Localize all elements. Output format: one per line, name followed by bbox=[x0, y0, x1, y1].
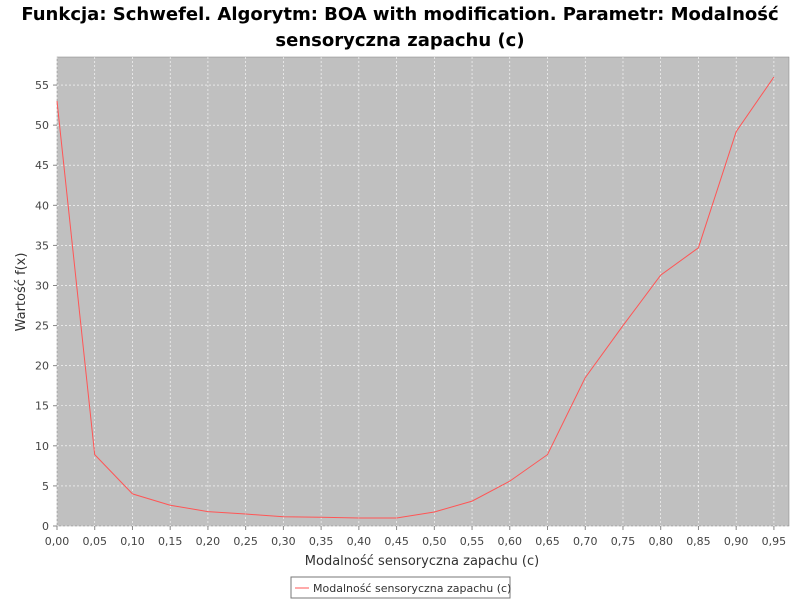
x-tick-label: 0,00 bbox=[45, 535, 70, 548]
x-tick-label: 0,70 bbox=[573, 535, 598, 548]
grid-lines bbox=[56, 57, 789, 527]
x-tick-label: 0,10 bbox=[120, 535, 145, 548]
y-axis-label: Wartość f(x) bbox=[14, 253, 29, 332]
series-line bbox=[56, 76, 775, 519]
y-tick-label: 10 bbox=[35, 440, 49, 453]
x-tick-label: 0,75 bbox=[611, 535, 636, 548]
x-tick-label: 0,40 bbox=[347, 535, 372, 548]
series-group bbox=[56, 76, 775, 519]
y-tick-label: 40 bbox=[35, 199, 49, 212]
x-tick-label: 0,55 bbox=[460, 535, 485, 548]
x-tick-label: 0,60 bbox=[498, 535, 523, 548]
y-tick-label: 25 bbox=[35, 320, 49, 333]
x-tick-label: 0,50 bbox=[422, 535, 447, 548]
x-tick-label: 0,45 bbox=[384, 535, 409, 548]
legend-label: Modalność sensoryczna zapachu (c) bbox=[313, 582, 511, 595]
y-tick-label: 20 bbox=[35, 360, 49, 373]
legend: Modalność sensoryczna zapachu (c) bbox=[290, 576, 511, 599]
y-axis-ticks: 0 5 10 15 20 25 30 35 40 45 50 55 bbox=[35, 79, 57, 533]
x-tick-label: 0,80 bbox=[648, 535, 673, 548]
y-tick-label: 15 bbox=[35, 400, 49, 413]
x-tick-label: 0,20 bbox=[196, 535, 221, 548]
y-tick-label: 50 bbox=[35, 119, 49, 132]
plot-area bbox=[56, 56, 790, 527]
x-tick-label: 0,05 bbox=[82, 535, 107, 548]
x-tick-label: 0,35 bbox=[309, 535, 334, 548]
y-tick-label: 5 bbox=[42, 480, 49, 493]
x-axis-ticks: 0,00 0,05 0,10 0,15 0,20 0,25 0,30 0,35 0,40 0,45… bbox=[45, 526, 786, 548]
x-tick-label: 0,95 bbox=[762, 535, 787, 548]
chart-title-line2: sensoryczna zapachu (c) bbox=[275, 30, 524, 51]
y-tick-label: 35 bbox=[35, 239, 49, 252]
legend-box bbox=[290, 576, 511, 599]
x-tick-label: 0,25 bbox=[233, 535, 258, 548]
x-tick-label: 0,85 bbox=[686, 535, 711, 548]
x-axis-label: Modalność sensoryczna zapachu (c) bbox=[305, 554, 539, 569]
y-tick-label: 0 bbox=[42, 520, 49, 533]
x-tick-label: 0,30 bbox=[271, 535, 296, 548]
y-tick-label: 45 bbox=[35, 159, 49, 172]
y-tick-label: 30 bbox=[35, 279, 49, 292]
x-tick-label: 0,65 bbox=[535, 535, 560, 548]
x-tick-label: 0,90 bbox=[724, 535, 749, 548]
y-tick-label: 55 bbox=[35, 79, 49, 92]
x-tick-label: 0,15 bbox=[158, 535, 183, 548]
chart-title-line1: Funkcja: Schwefel. Algorytm: BOA with mo… bbox=[21, 4, 779, 25]
